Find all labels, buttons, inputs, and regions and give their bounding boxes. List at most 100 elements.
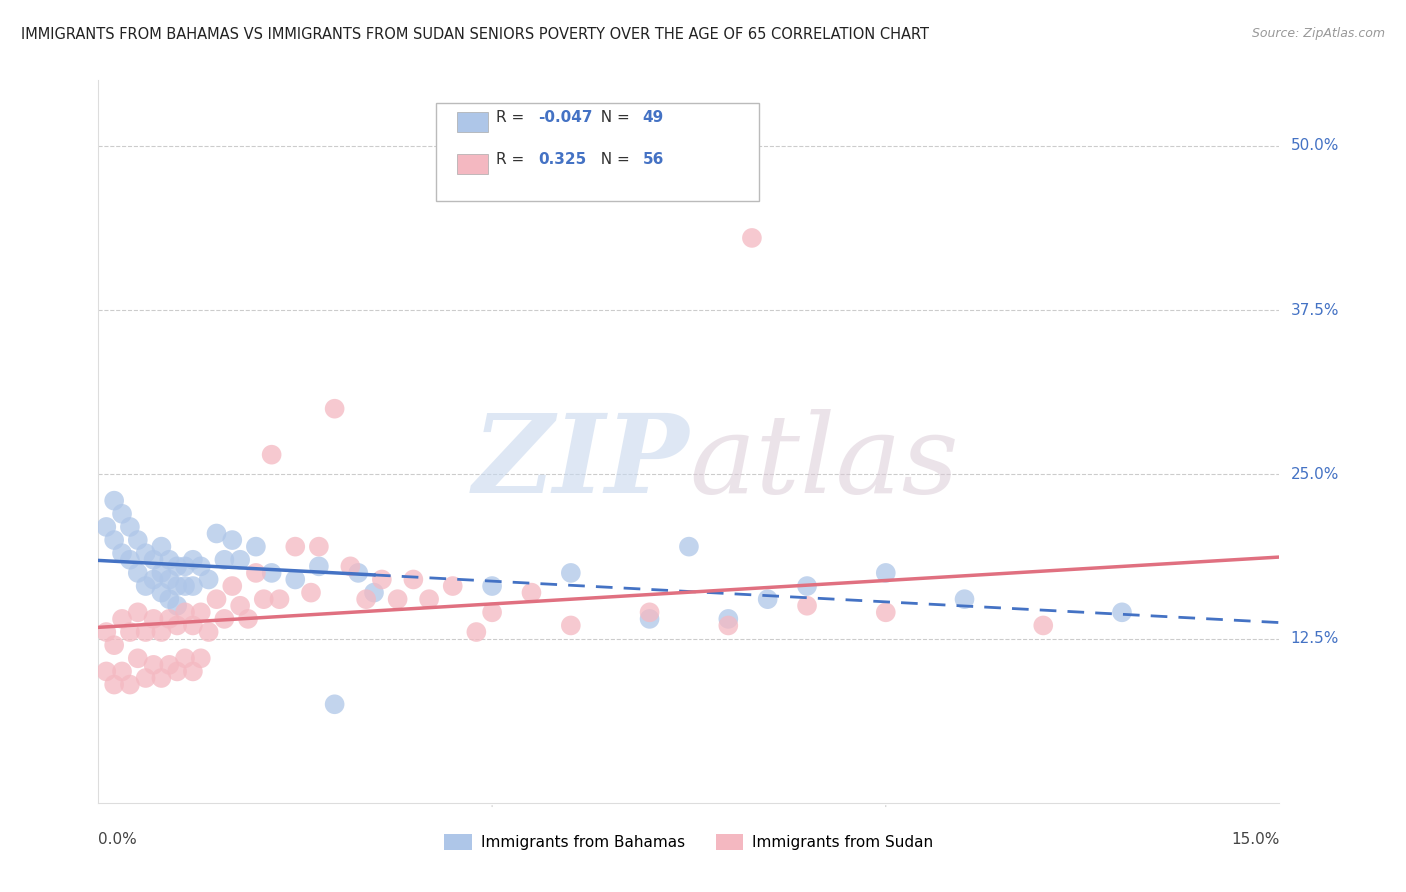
- Point: [118, 625, 141, 640]
- Point: [157, 553, 180, 567]
- Text: 0.325: 0.325: [538, 153, 586, 167]
- Point: [363, 585, 385, 599]
- Legend: Immigrants from Bahamas, Immigrants from Sudan: Immigrants from Bahamas, Immigrants from…: [439, 829, 939, 856]
- Text: Source: ZipAtlas.com: Source: ZipAtlas.com: [1251, 27, 1385, 40]
- Point: [166, 579, 188, 593]
- Point: [111, 612, 134, 626]
- Point: [157, 612, 180, 626]
- Text: 49: 49: [643, 111, 664, 125]
- Point: [717, 618, 740, 632]
- Point: [174, 579, 197, 593]
- Text: R =: R =: [496, 111, 530, 125]
- Point: [174, 651, 197, 665]
- Point: [190, 605, 212, 619]
- Point: [402, 573, 425, 587]
- Point: [118, 677, 141, 691]
- Point: [127, 566, 149, 580]
- Point: [796, 579, 818, 593]
- Point: [756, 592, 779, 607]
- Point: [111, 546, 134, 560]
- Text: 56: 56: [643, 153, 664, 167]
- Point: [142, 657, 165, 672]
- Point: [260, 448, 283, 462]
- Point: [150, 671, 173, 685]
- Point: [150, 540, 173, 554]
- Point: [245, 566, 267, 580]
- Text: 25.0%: 25.0%: [1291, 467, 1339, 482]
- Point: [135, 579, 157, 593]
- Point: [308, 559, 330, 574]
- Point: [387, 592, 409, 607]
- Point: [418, 592, 440, 607]
- Point: [1032, 618, 1054, 632]
- Text: IMMIGRANTS FROM BAHAMAS VS IMMIGRANTS FROM SUDAN SENIORS POVERTY OVER THE AGE OF: IMMIGRANTS FROM BAHAMAS VS IMMIGRANTS FR…: [21, 27, 929, 42]
- Point: [157, 657, 180, 672]
- Point: [118, 553, 141, 567]
- Point: [197, 573, 219, 587]
- Point: [103, 638, 125, 652]
- Point: [371, 573, 394, 587]
- Point: [481, 579, 503, 593]
- Text: ZIP: ZIP: [472, 409, 689, 517]
- Text: N =: N =: [591, 111, 634, 125]
- Point: [181, 553, 204, 567]
- Point: [638, 612, 661, 626]
- Point: [142, 612, 165, 626]
- Point: [347, 566, 370, 580]
- Text: atlas: atlas: [689, 409, 959, 517]
- Point: [197, 625, 219, 640]
- Point: [111, 507, 134, 521]
- Text: 15.0%: 15.0%: [1232, 831, 1279, 847]
- Point: [465, 625, 488, 640]
- Point: [103, 677, 125, 691]
- Point: [103, 533, 125, 547]
- Text: R =: R =: [496, 153, 530, 167]
- Point: [560, 618, 582, 632]
- Point: [339, 559, 361, 574]
- Point: [236, 612, 259, 626]
- Point: [190, 559, 212, 574]
- Point: [166, 665, 188, 679]
- Text: 50.0%: 50.0%: [1291, 138, 1339, 153]
- Point: [875, 605, 897, 619]
- Point: [875, 566, 897, 580]
- Point: [299, 585, 322, 599]
- Point: [174, 559, 197, 574]
- Point: [221, 533, 243, 547]
- Point: [127, 651, 149, 665]
- Point: [308, 540, 330, 554]
- Point: [142, 553, 165, 567]
- Point: [253, 592, 276, 607]
- Point: [150, 566, 173, 580]
- Point: [127, 533, 149, 547]
- Point: [135, 546, 157, 560]
- Point: [135, 671, 157, 685]
- Point: [284, 540, 307, 554]
- Point: [560, 566, 582, 580]
- Point: [717, 612, 740, 626]
- Point: [190, 651, 212, 665]
- Point: [150, 625, 173, 640]
- Point: [181, 665, 204, 679]
- Point: [96, 520, 118, 534]
- Point: [796, 599, 818, 613]
- Point: [1111, 605, 1133, 619]
- Point: [284, 573, 307, 587]
- Point: [181, 618, 204, 632]
- Point: [481, 605, 503, 619]
- Text: -0.047: -0.047: [538, 111, 593, 125]
- Point: [181, 579, 204, 593]
- Point: [214, 612, 236, 626]
- Point: [229, 599, 252, 613]
- Point: [229, 553, 252, 567]
- Point: [638, 605, 661, 619]
- Point: [441, 579, 464, 593]
- Text: 0.0%: 0.0%: [98, 831, 138, 847]
- Point: [741, 231, 763, 245]
- Point: [157, 573, 180, 587]
- Point: [127, 605, 149, 619]
- Point: [166, 618, 188, 632]
- Point: [135, 625, 157, 640]
- Point: [245, 540, 267, 554]
- Point: [221, 579, 243, 593]
